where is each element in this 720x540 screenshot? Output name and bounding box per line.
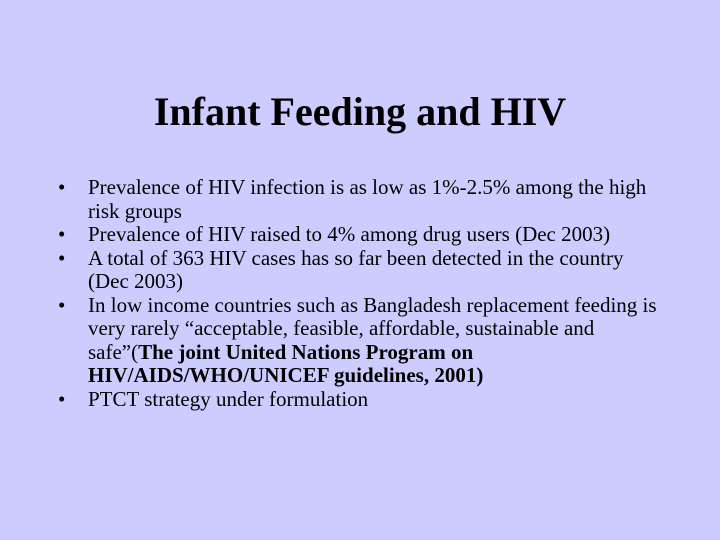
bullet-text: PTCT strategy under formulation xyxy=(88,386,369,411)
bullet-text: Prevalence of HIV raised to 4% among dru… xyxy=(88,222,611,246)
bullet-citation: The joint United Nations Program on HIV/… xyxy=(88,339,484,387)
bullet-item-total-cases: • A total of 363 HIV cases has so far be… xyxy=(52,245,662,294)
bullet-text: A total of 363 HIV cases has so far been… xyxy=(88,245,624,293)
bullet-item-replacement-feeding: • In low income countries such as Bangla… xyxy=(52,292,662,388)
bullet-text: In low income countries such as Banglade… xyxy=(88,292,657,364)
bullet-list: • Prevalence of HIV infection is as low … xyxy=(52,175,662,412)
slide-title: Infant Feeding and HIV xyxy=(153,89,567,134)
bullet-icon: • xyxy=(58,292,66,317)
bullet-icon: • xyxy=(58,386,66,411)
bullet-item-prevalence-high-risk: • Prevalence of HIV infection is as low … xyxy=(52,175,662,223)
bullet-icon: • xyxy=(58,245,66,270)
bullet-icon: • xyxy=(58,175,66,199)
bullet-text: Prevalence of HIV infection is as low as… xyxy=(88,175,647,223)
bullet-icon: • xyxy=(58,222,66,246)
bullet-item-ptct-strategy: • PTCT strategy under formulation xyxy=(52,386,662,412)
bullet-item-prevalence-drug-users: • Prevalence of HIV raised to 4% among d… xyxy=(52,222,662,247)
